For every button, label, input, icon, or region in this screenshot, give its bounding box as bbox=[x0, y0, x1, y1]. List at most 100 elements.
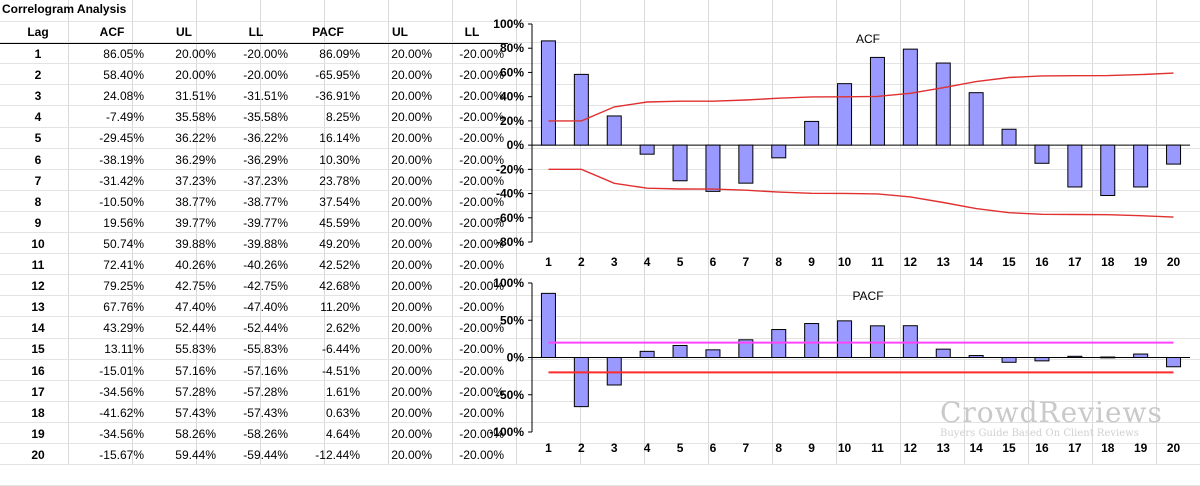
grid-row-line bbox=[0, 84, 1200, 85]
header-acf: ACF bbox=[76, 22, 148, 45]
acf-x-tick-label: 17 bbox=[1068, 255, 1082, 269]
cell-pacf: 11.20% bbox=[320, 300, 360, 315]
cell-pacf-ll: -20.00% bbox=[459, 363, 504, 378]
acf-y-tick-label: 60% bbox=[500, 65, 524, 79]
pacf-x-tick-label: 2 bbox=[578, 441, 585, 455]
acf-y-tick-label: -80% bbox=[496, 235, 524, 249]
pacf-bar bbox=[1067, 355, 1083, 358]
cell-pacf-ll: -20.00% bbox=[459, 194, 504, 209]
cell-pacf-ll: -20.00% bbox=[459, 300, 504, 315]
cell-acf-ul: 31.51% bbox=[175, 89, 216, 104]
cell-pacf-ul: 20.00% bbox=[391, 426, 432, 441]
cell-acf-ul: 58.26% bbox=[175, 426, 216, 441]
pacf-bar bbox=[1100, 356, 1116, 359]
grid-row-line bbox=[0, 148, 1200, 149]
table-row: 12 79.25% 42.75% -42.75% 42.68% 20.00% -20.00% bbox=[0, 276, 508, 297]
watermark: CrowdReviews Buyers Guide Based On Clien… bbox=[940, 398, 1163, 440]
cell-pacf-ul: 20.00% bbox=[391, 279, 432, 294]
pacf-x-tick-label: 18 bbox=[1101, 441, 1115, 455]
cell-pacf: 4.64% bbox=[325, 426, 360, 441]
pacf-x-tick-label: 9 bbox=[808, 441, 815, 455]
cell-acf-ul: 20.00% bbox=[175, 68, 216, 83]
cell-acf: -31.42% bbox=[99, 173, 144, 188]
acf-upper-limit-line bbox=[548, 72, 1174, 122]
cell-pacf: -36.91% bbox=[315, 89, 360, 104]
cell-pacf: -4.51% bbox=[321, 363, 360, 378]
acf-x-tick-label: 5 bbox=[677, 255, 684, 269]
cell-lag: 11 bbox=[31, 258, 45, 273]
pacf-bar bbox=[606, 357, 622, 386]
table-row: 7 -31.42% 37.23% -37.23% 23.78% 20.00% -20.00% bbox=[0, 171, 508, 192]
acf-bar bbox=[540, 40, 556, 146]
cell-pacf: -6.44% bbox=[321, 342, 360, 357]
acf-x-tick-label: 4 bbox=[644, 255, 651, 269]
table-row: 14 43.29% 52.44% -52.44% 2.62% 20.00% -20.00% bbox=[0, 318, 508, 339]
cell-pacf-ul: 20.00% bbox=[391, 173, 432, 188]
grid-row-line bbox=[0, 401, 1200, 402]
cell-pacf-ll: -20.00% bbox=[459, 258, 504, 273]
table-header-row: Lag ACF UL LL PACF UL LL bbox=[0, 22, 508, 45]
cell-lag: 17 bbox=[31, 384, 45, 399]
cell-pacf-ul: 20.00% bbox=[391, 384, 432, 399]
cell-acf-ul: 40.26% bbox=[175, 258, 216, 273]
cell-lag: 3 bbox=[34, 89, 42, 104]
cell-acf-ll: -52.44% bbox=[243, 321, 288, 336]
cell-acf-ll: -35.58% bbox=[243, 110, 288, 125]
grid-row-line bbox=[0, 316, 1200, 317]
acf-bar bbox=[672, 144, 688, 182]
cell-lag: 19 bbox=[31, 426, 45, 441]
table-row: 6 -38.19% 36.29% -36.29% 10.30% 20.00% -20.00% bbox=[0, 150, 508, 171]
cell-acf: -34.56% bbox=[99, 426, 144, 441]
cell-pacf-ul: 20.00% bbox=[391, 89, 432, 104]
watermark-sub-text: Buyers Guide Based On Client Reviews bbox=[940, 428, 1139, 439]
cell-lag: 7 bbox=[34, 173, 42, 188]
acf-bar bbox=[902, 48, 918, 146]
cell-pacf-ll: -20.00% bbox=[459, 47, 504, 62]
watermark-main-text: CrowdReviews bbox=[940, 396, 1163, 429]
acf-x-tick-label: 18 bbox=[1101, 255, 1115, 269]
grid-row-line bbox=[0, 380, 1200, 381]
cell-acf-ul: 57.16% bbox=[175, 363, 216, 378]
cell-pacf-ul: 20.00% bbox=[391, 236, 432, 251]
cell-acf-ll: -39.77% bbox=[243, 215, 288, 230]
pacf-bar bbox=[705, 349, 721, 359]
pacf-x-tick-label: 10 bbox=[838, 441, 852, 455]
cell-acf-ll: -20.00% bbox=[243, 68, 288, 83]
cell-acf-ul: 59.44% bbox=[175, 447, 216, 462]
acf-x-tick-label: 8 bbox=[775, 255, 782, 269]
cell-pacf-ll: -20.00% bbox=[459, 447, 504, 462]
cell-acf-ll: -58.26% bbox=[243, 426, 288, 441]
grid-row-line bbox=[0, 359, 1200, 360]
cell-acf-ll: -37.23% bbox=[243, 173, 288, 188]
grid-row-line bbox=[0, 338, 1200, 339]
cell-pacf-ul: 20.00% bbox=[391, 447, 432, 462]
grid-row-line bbox=[0, 127, 1200, 128]
table-row: 11 72.41% 40.26% -40.26% 42.52% 20.00% -20.00% bbox=[0, 255, 508, 276]
cell-acf: 24.08% bbox=[103, 89, 144, 104]
pacf-bar bbox=[1034, 357, 1050, 362]
cell-acf-ul: 39.77% bbox=[175, 215, 216, 230]
cell-acf-ul: 55.83% bbox=[175, 342, 216, 357]
cell-acf-ul: 37.23% bbox=[175, 173, 216, 188]
cell-lag: 4 bbox=[34, 110, 42, 125]
header-acf-ll: LL bbox=[220, 22, 292, 45]
cell-acf: -38.19% bbox=[99, 152, 144, 167]
cell-acf-ll: -20.00% bbox=[243, 47, 288, 62]
acf-y-tick-label: -60% bbox=[496, 211, 524, 225]
pacf-x-tick-label: 5 bbox=[677, 441, 684, 455]
table-row: 18 -41.62% 57.43% -57.43% 0.63% 20.00% -20.00% bbox=[0, 403, 508, 424]
pacf-bar bbox=[540, 292, 556, 358]
acf-y-tick-label: 80% bbox=[500, 41, 524, 55]
cell-pacf: 42.52% bbox=[319, 258, 360, 273]
table-row: 20 -15.67% 59.44% -59.44% -12.44% 20.00% -20.0… bbox=[0, 445, 508, 466]
cell-acf-ul: 57.28% bbox=[175, 384, 216, 399]
acf-x-tick-label: 16 bbox=[1035, 255, 1049, 269]
acf-x-tick-label: 15 bbox=[1002, 255, 1016, 269]
grid-row-line bbox=[0, 253, 1200, 254]
pacf-y-tick-label: 0% bbox=[507, 351, 525, 365]
pacf-bar bbox=[1133, 353, 1149, 359]
cell-pacf-ll: -20.00% bbox=[459, 68, 504, 83]
cell-acf: -29.45% bbox=[99, 131, 144, 146]
cell-pacf-ll: -20.00% bbox=[459, 342, 504, 357]
grid-row-line bbox=[0, 274, 1200, 275]
